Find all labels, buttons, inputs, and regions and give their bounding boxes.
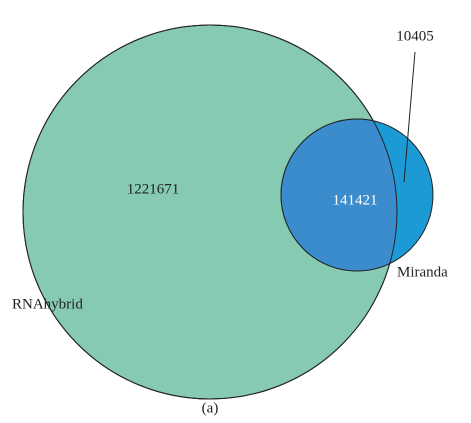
region-label: 141421 <box>333 192 378 208</box>
set-label: Miranda <box>397 264 448 280</box>
region-label: 1221671 <box>127 181 180 197</box>
caption: (a) <box>202 400 219 416</box>
region-label: 10405 <box>396 28 434 44</box>
set-outline <box>22 24 398 400</box>
set-label: RNAhybrid <box>12 296 83 312</box>
leader-line <box>403 51 416 183</box>
